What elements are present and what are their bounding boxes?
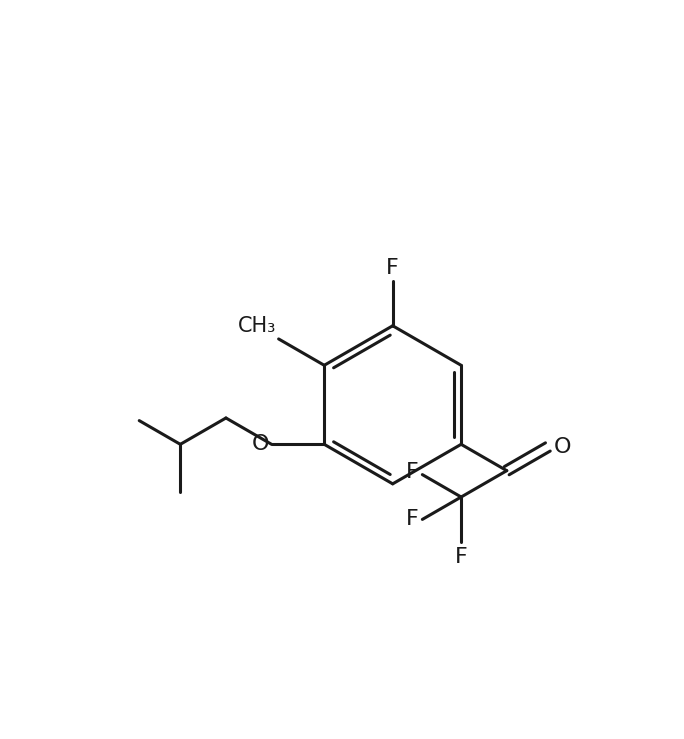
Text: F: F <box>406 462 418 482</box>
Text: F: F <box>386 259 399 279</box>
Text: CH₃: CH₃ <box>237 316 276 336</box>
Text: F: F <box>455 547 468 567</box>
Text: O: O <box>554 437 572 457</box>
Text: F: F <box>406 509 418 529</box>
Text: O: O <box>252 435 269 454</box>
